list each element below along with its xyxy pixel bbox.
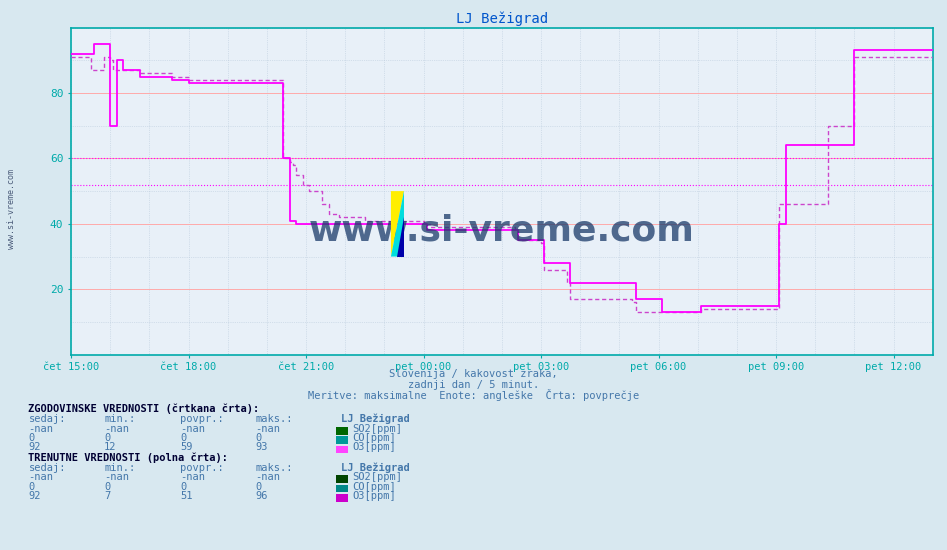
Text: CO[ppm]: CO[ppm] bbox=[352, 481, 396, 492]
Text: LJ Bežigrad: LJ Bežigrad bbox=[341, 463, 410, 473]
Text: ZGODOVINSKE VREDNOSTI (črtkana črta):: ZGODOVINSKE VREDNOSTI (črtkana črta): bbox=[28, 404, 259, 415]
Text: 0: 0 bbox=[256, 481, 262, 492]
Text: povpr.:: povpr.: bbox=[180, 463, 223, 473]
Text: maks.:: maks.: bbox=[256, 414, 294, 425]
Text: O3[ppm]: O3[ppm] bbox=[352, 491, 396, 501]
Text: www.si-vreme.com: www.si-vreme.com bbox=[7, 169, 16, 249]
Text: 0: 0 bbox=[180, 481, 187, 492]
Title: LJ Bežigrad: LJ Bežigrad bbox=[456, 12, 548, 26]
Text: CO[ppm]: CO[ppm] bbox=[352, 433, 396, 443]
Text: -nan: -nan bbox=[28, 424, 53, 434]
Text: min.:: min.: bbox=[104, 463, 135, 473]
Text: -nan: -nan bbox=[28, 472, 53, 482]
Text: povpr.:: povpr.: bbox=[180, 414, 223, 425]
Text: Slovenija / kakovost zraka,: Slovenija / kakovost zraka, bbox=[389, 368, 558, 379]
Text: -nan: -nan bbox=[256, 472, 280, 482]
Text: 0: 0 bbox=[256, 433, 262, 443]
Text: LJ Bežigrad: LJ Bežigrad bbox=[341, 414, 410, 425]
Polygon shape bbox=[398, 217, 404, 256]
Text: O3[ppm]: O3[ppm] bbox=[352, 442, 396, 453]
Polygon shape bbox=[391, 191, 404, 256]
Text: zadnji dan / 5 minut.: zadnji dan / 5 minut. bbox=[408, 379, 539, 390]
Text: www.si-vreme.com: www.si-vreme.com bbox=[309, 213, 695, 248]
Polygon shape bbox=[391, 191, 404, 256]
Text: 0: 0 bbox=[104, 481, 111, 492]
Text: 59: 59 bbox=[180, 442, 192, 453]
Text: TRENUTNE VREDNOSTI (polna črta):: TRENUTNE VREDNOSTI (polna črta): bbox=[28, 453, 228, 463]
Text: maks.:: maks.: bbox=[256, 463, 294, 473]
Text: 51: 51 bbox=[180, 491, 192, 501]
Text: sedaj:: sedaj: bbox=[28, 414, 66, 425]
Text: SO2[ppm]: SO2[ppm] bbox=[352, 472, 402, 482]
Text: -nan: -nan bbox=[180, 424, 205, 434]
Text: 0: 0 bbox=[104, 433, 111, 443]
Text: 0: 0 bbox=[180, 433, 187, 443]
Text: min.:: min.: bbox=[104, 414, 135, 425]
Text: SO2[ppm]: SO2[ppm] bbox=[352, 424, 402, 434]
Text: sedaj:: sedaj: bbox=[28, 463, 66, 473]
Text: -nan: -nan bbox=[104, 424, 129, 434]
Text: -nan: -nan bbox=[104, 472, 129, 482]
Text: Meritve: maksimalne  Enote: angleške  Črta: povprečje: Meritve: maksimalne Enote: angleške Črta… bbox=[308, 389, 639, 401]
Text: 92: 92 bbox=[28, 442, 41, 453]
Text: -nan: -nan bbox=[256, 424, 280, 434]
Text: 0: 0 bbox=[28, 481, 35, 492]
Text: 0: 0 bbox=[28, 433, 35, 443]
Text: -nan: -nan bbox=[180, 472, 205, 482]
Text: 92: 92 bbox=[28, 491, 41, 501]
Text: 96: 96 bbox=[256, 491, 268, 501]
Text: 12: 12 bbox=[104, 442, 116, 453]
Text: 93: 93 bbox=[256, 442, 268, 453]
Text: 7: 7 bbox=[104, 491, 111, 501]
